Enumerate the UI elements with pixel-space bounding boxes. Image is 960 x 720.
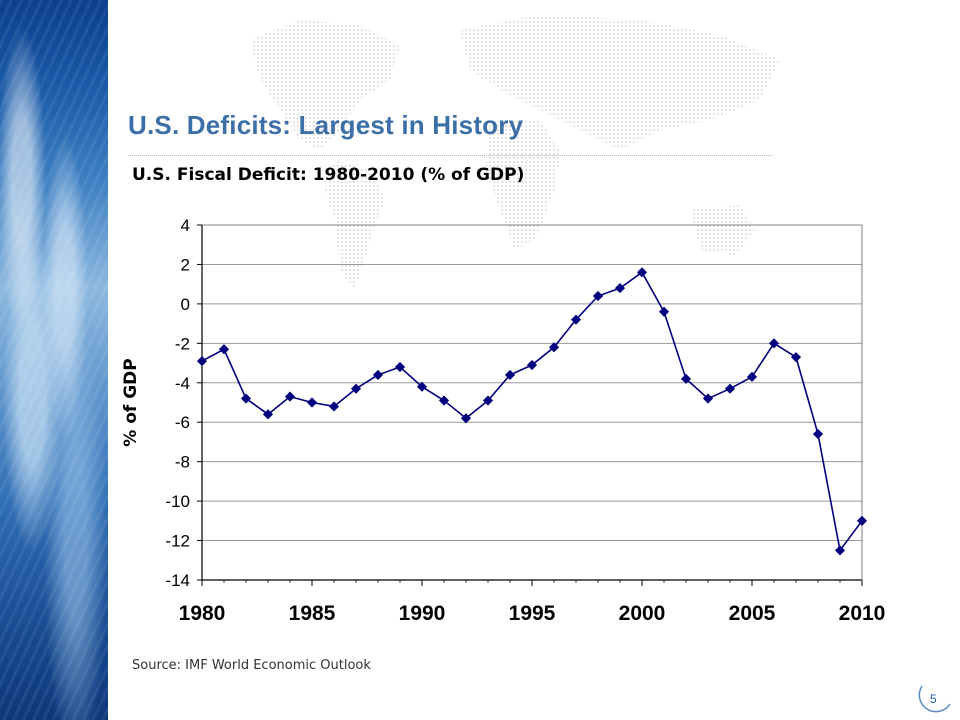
deficit-line-chart: 4 2 0 -2 -4 -6 -8 -10 -12 -14 1980 1985 1990 1995 2000… — [121, 216, 886, 625]
continent-australia — [690, 205, 755, 255]
data-point — [218, 344, 230, 355]
y-tick-label: 4 — [181, 216, 190, 235]
continent-africa — [485, 120, 560, 250]
data-point — [328, 401, 340, 412]
page-number: 5 — [930, 692, 937, 706]
data-point — [614, 283, 626, 294]
data-point — [680, 373, 692, 384]
series-line — [201, 271, 863, 553]
continent-north-america — [250, 20, 400, 150]
slide-title: U.S. Deficits: Largest in History — [128, 110, 524, 140]
data-point — [306, 397, 318, 408]
data-point — [416, 381, 428, 392]
data-point — [768, 338, 780, 349]
y-axis-label: % of GDP — [121, 358, 141, 446]
data-point — [834, 545, 846, 556]
y-tick-label: 0 — [181, 295, 190, 314]
y-tick-label: -6 — [175, 413, 190, 432]
world-map-watermark — [250, 15, 780, 290]
y-tick-label: -2 — [175, 334, 190, 353]
data-point — [394, 361, 406, 373]
y-tick-label: -12 — [165, 532, 190, 551]
data-point — [504, 369, 516, 380]
data-point — [438, 395, 450, 406]
data-point — [196, 356, 208, 367]
data-point — [724, 383, 736, 394]
x-tick-label: 1990 — [399, 602, 446, 625]
continent-europe-asia — [460, 15, 780, 150]
data-point — [592, 290, 604, 302]
data-point — [790, 352, 802, 363]
y-tick-label: -10 — [165, 492, 190, 511]
earth-photo-strip — [0, 0, 108, 720]
data-point — [856, 515, 868, 526]
y-tick-label: -8 — [175, 453, 190, 472]
y-tick-label: -14 — [165, 571, 190, 590]
data-point — [636, 267, 648, 278]
y-tick-label: 2 — [181, 255, 190, 274]
x-tick-label: 2010 — [839, 602, 886, 625]
data-point — [372, 369, 384, 380]
x-tick-label: 1985 — [289, 602, 336, 625]
data-point — [240, 393, 252, 404]
data-point — [812, 428, 824, 440]
data-point — [262, 409, 274, 420]
data-point — [570, 314, 582, 325]
page-number-arc — [918, 685, 951, 713]
x-tick-label: 1995 — [509, 602, 556, 625]
x-tick-label: 2005 — [729, 602, 776, 625]
data-point — [548, 342, 560, 353]
data-point — [526, 359, 538, 371]
data-point — [284, 391, 296, 402]
data-point — [460, 413, 472, 424]
data-point — [746, 371, 758, 382]
x-tick-label: 2000 — [619, 602, 666, 625]
source-note: Source: IMF World Economic Outlook — [132, 658, 371, 673]
chart-title: U.S. Fiscal Deficit: 1980-2010 (% of GDP… — [132, 165, 525, 185]
data-point — [482, 395, 494, 406]
data-point — [350, 383, 362, 394]
y-tick-label: -4 — [175, 374, 190, 393]
x-tick-label: 1980 — [179, 602, 226, 625]
data-point — [702, 393, 714, 404]
title-divider — [128, 155, 773, 156]
data-point — [658, 306, 670, 317]
